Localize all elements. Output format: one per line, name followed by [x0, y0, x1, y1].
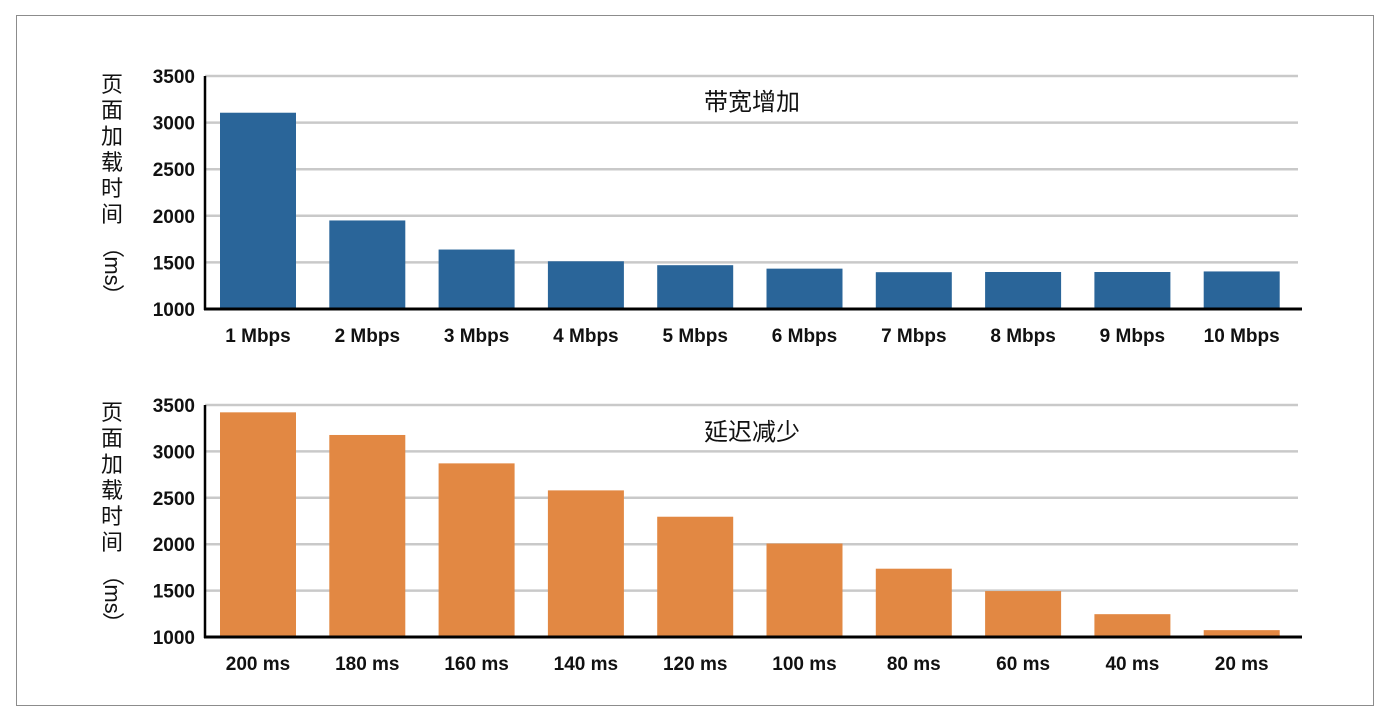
y-tick-label: 3000	[153, 442, 195, 463]
y-axis-label-part: ms	[100, 256, 125, 285]
chart-2: 1000 1500 2000 2500 3000 3500 200 ms 180 ms 160 …	[100, 396, 1302, 675]
bar-2	[329, 434, 406, 637]
category-label: 200 ms	[226, 654, 290, 675]
y-tick-label: 2000	[153, 207, 195, 228]
y-axis-label-part: ）	[100, 284, 125, 306]
y-axis-label: 页面加载时间	[101, 72, 123, 227]
category-label: 3 Mbps	[444, 326, 509, 347]
y-axis-label: 页面加载时间	[101, 400, 123, 555]
figure-frame	[16, 15, 1374, 706]
bar-4	[547, 261, 624, 309]
bar-6	[766, 268, 843, 309]
category-label: 80 ms	[887, 654, 941, 675]
category-label: 4 Mbps	[553, 326, 618, 347]
bar-6	[766, 543, 843, 637]
category-label: 20 ms	[1215, 654, 1269, 675]
y-tick-label: 2500	[153, 160, 195, 181]
y-axis-label-part: ）	[100, 612, 125, 634]
category-label: 1 Mbps	[225, 326, 290, 347]
y-axis-label-part: ms	[100, 584, 125, 613]
category-label: 160 ms	[444, 654, 508, 675]
bar-7	[875, 568, 952, 637]
category-label: 7 Mbps	[881, 326, 946, 347]
bar-9	[1094, 271, 1171, 309]
bar-3	[438, 249, 515, 309]
bar-1	[220, 412, 296, 637]
bar-7	[875, 272, 952, 309]
bar-10	[1203, 630, 1280, 637]
y-axis-label-part: （	[100, 564, 125, 586]
y-tick-label: 1000	[153, 300, 195, 321]
y-tick-label: 3500	[153, 396, 195, 417]
y-axis-label-part: （	[100, 236, 125, 258]
category-label: 8 Mbps	[990, 326, 1055, 347]
y-tick-label: 2500	[153, 489, 195, 510]
y-tick-label: 1500	[153, 582, 195, 603]
bar-1	[220, 112, 296, 310]
bar-5	[657, 265, 734, 309]
chart-title: 带宽增加	[704, 89, 800, 116]
bar-9	[1094, 614, 1171, 637]
category-label: 2 Mbps	[335, 326, 400, 347]
bar-8	[985, 591, 1062, 637]
category-label: 6 Mbps	[772, 326, 837, 347]
bar-8	[985, 271, 1062, 309]
category-label: 120 ms	[663, 654, 727, 675]
chart-title: 延迟减少	[704, 419, 800, 446]
y-tick-label: 1500	[153, 253, 195, 274]
category-label: 40 ms	[1105, 654, 1159, 675]
bar-3	[438, 463, 515, 637]
category-label: 10 Mbps	[1204, 326, 1280, 347]
y-tick-label: 1000	[153, 628, 195, 649]
bar-2	[329, 220, 406, 309]
bar-4	[547, 490, 624, 637]
y-tick-label: 3500	[153, 67, 195, 88]
chart-1: 1000 1500 2000 2500 3000 3500 1 Mbps 2 Mbps 3 Mb…	[100, 67, 1302, 347]
bar-10	[1203, 271, 1280, 309]
y-tick-label: 3000	[153, 114, 195, 135]
category-label: 140 ms	[554, 654, 618, 675]
category-label: 100 ms	[772, 654, 836, 675]
category-label: 60 ms	[996, 654, 1050, 675]
category-label: 180 ms	[335, 654, 399, 675]
category-label: 5 Mbps	[662, 326, 727, 347]
bar-5	[657, 516, 734, 637]
y-tick-label: 2000	[153, 535, 195, 556]
category-label: 9 Mbps	[1100, 326, 1165, 347]
